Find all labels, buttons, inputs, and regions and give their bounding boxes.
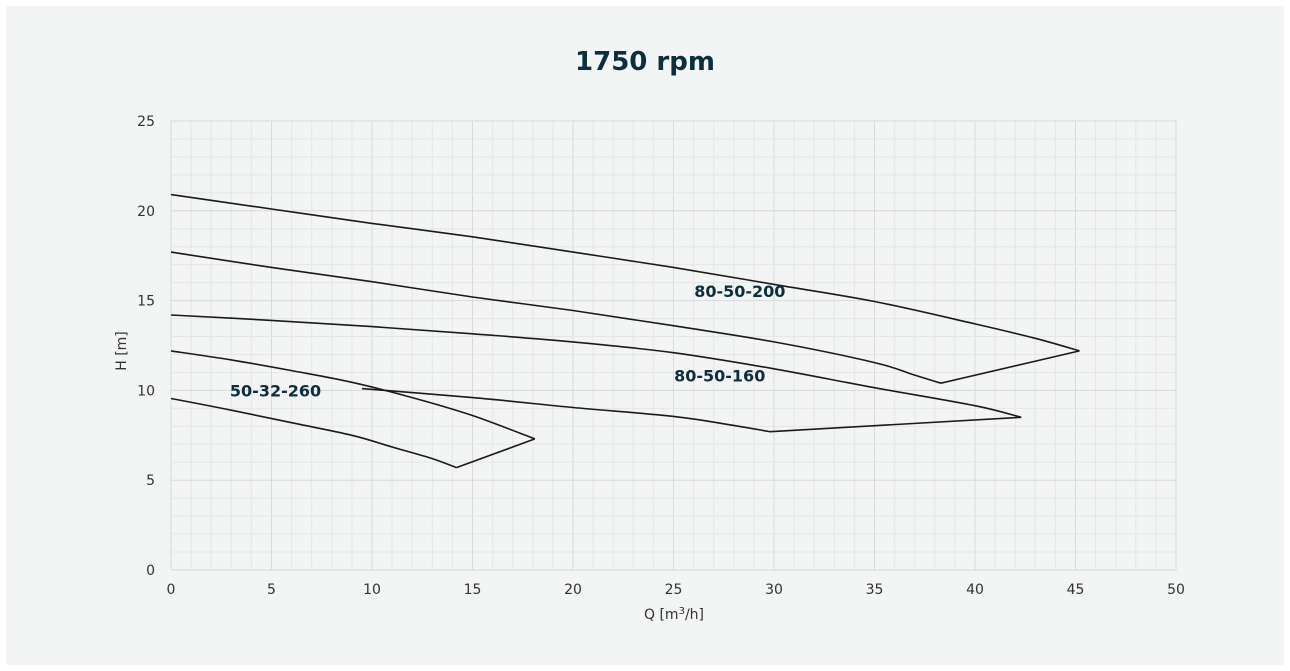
x-tick-label: 30: [765, 582, 783, 598]
y-tick-label: 0: [146, 563, 155, 579]
curve-50-32-260-lower: [170, 397, 457, 469]
axis-ticks: 0 5 10 15 20 25 30 35 40 45 50 0 5 10 15 20 25: [137, 114, 1185, 598]
curve-50-32-260-upper: [170, 350, 536, 440]
x-tick-label: 10: [363, 582, 381, 598]
chart-svg: 1750 rpm 0 5 10 15 20 25 30 35 40 45 500510152025 …: [114, 47, 1185, 623]
x-tick-label: 5: [267, 582, 276, 598]
grid: [170, 120, 1177, 571]
x-tick-label: 40: [966, 582, 984, 598]
x-axis-label: Q [m3/h]: [644, 606, 704, 623]
x-tick-label: 45: [1067, 582, 1085, 598]
y-tick-label: 10: [137, 383, 155, 399]
curve-80-50-160-upper: [170, 314, 1022, 419]
curve-80-50-200-closure: [940, 350, 1080, 384]
y-tick-label: 5: [146, 473, 155, 489]
x-tick-label: 15: [464, 582, 482, 598]
curve-80-50-200-upper: [170, 193, 1080, 352]
chart-card: 1750 rpm 0 5 10 15 20 25 30 35 40 45 50 0 5 10 15 20 25 …: [6, 6, 1284, 665]
y-tick-label: 20: [137, 204, 155, 220]
x-tick-label: 20: [564, 582, 582, 598]
x-tick-label: 25: [665, 582, 683, 598]
curve-label-80-50-160: 80-50-160: [674, 366, 765, 385]
chart-title: 1750 rpm: [575, 47, 715, 77]
curve-80-50-200-lower: [170, 251, 942, 384]
x-tick-label: 50: [1167, 582, 1185, 598]
curve-80-50-160-lower: [361, 387, 771, 433]
y-tick-label: 25: [137, 114, 155, 130]
curve-label-80-50-200: 80-50-200: [694, 282, 785, 301]
x-tick-label: 35: [866, 582, 884, 598]
y-axis-label: H [m]: [114, 331, 130, 371]
curve-80-50-160-closure: [769, 416, 1022, 433]
y-tick-label: 15: [137, 294, 155, 310]
curve-labels: 80-50-200 80-50-160 50-32-260: [230, 282, 786, 401]
x-tick-label: 0: [167, 582, 176, 598]
curves: [170, 193, 1080, 469]
curve-50-32-260-closure: [456, 438, 536, 469]
curve-label-50-32-260: 50-32-260: [230, 382, 321, 401]
